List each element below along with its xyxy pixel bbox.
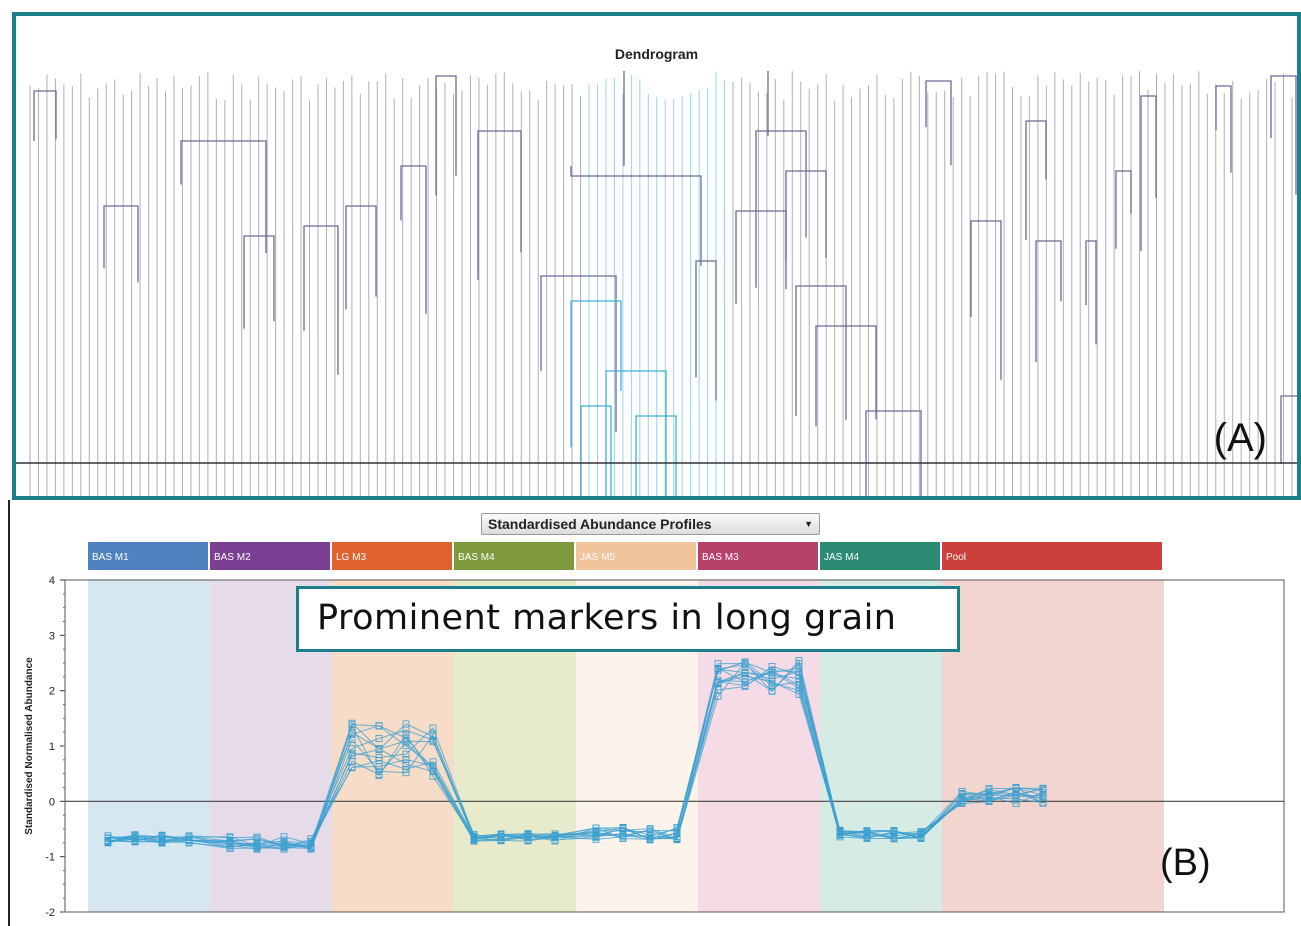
dendrogram-title: Dendrogram bbox=[16, 46, 1297, 62]
dendrogram-merge bbox=[636, 416, 676, 496]
dendrogram-merge bbox=[541, 276, 616, 432]
group-header-label: JAS M5 bbox=[580, 552, 615, 563]
group-band bbox=[88, 580, 210, 912]
dendrogram-merge bbox=[1036, 241, 1061, 362]
group-header bbox=[942, 542, 1162, 570]
y-tick-label: 0 bbox=[49, 796, 55, 808]
panel-label-b: (B) bbox=[1160, 842, 1211, 885]
dendrogram-panel: Dendrogram (A) bbox=[12, 12, 1301, 500]
dendrogram-merge bbox=[926, 81, 951, 165]
dendrogram-merge bbox=[401, 166, 426, 314]
group-header-label: LG M3 bbox=[336, 552, 366, 563]
dendrogram-merge bbox=[34, 91, 56, 141]
dendrogram-merge bbox=[1216, 86, 1231, 173]
group-band bbox=[942, 580, 1164, 912]
dendrogram-merge bbox=[1086, 241, 1096, 344]
dendrogram-merge bbox=[971, 221, 1001, 380]
dendrogram-merge bbox=[346, 206, 376, 309]
profile-type-dropdown[interactable]: Standardised Abundance Profiles ▼ bbox=[481, 513, 820, 535]
dendrogram-merge bbox=[104, 206, 138, 282]
y-tick-label: -1 bbox=[45, 852, 55, 864]
group-header-label: BAS M4 bbox=[458, 552, 495, 563]
dendrogram-root-merge bbox=[571, 166, 701, 266]
y-axis: -2 -1 0 1 2 3 4 Standardised Normalised Abundan… bbox=[24, 575, 65, 919]
group-header-label: BAS M2 bbox=[214, 552, 251, 563]
group-header-label: JAS M4 bbox=[824, 552, 859, 563]
dendrogram-merge bbox=[1116, 171, 1131, 249]
y-tick-label: 4 bbox=[49, 575, 55, 587]
panel-label-a: (A) bbox=[1214, 416, 1267, 461]
y-tick-label: 3 bbox=[49, 630, 55, 642]
dendrogram-merge bbox=[796, 286, 846, 420]
dendrogram-merge bbox=[478, 131, 521, 280]
y-tick-label: 1 bbox=[49, 741, 55, 753]
chevron-down-icon: ▼ bbox=[804, 514, 813, 534]
y-tick-label: -2 bbox=[45, 907, 55, 919]
callout-box: Prominent markers in long grain bbox=[296, 586, 960, 652]
dendrogram-merge bbox=[736, 211, 786, 304]
dendrogram-leaves bbox=[30, 71, 1292, 496]
y-tick-label: 2 bbox=[49, 686, 55, 698]
y-axis-label: Standardised Normalised Abundance bbox=[24, 657, 35, 835]
group-header-label: BAS M3 bbox=[702, 552, 739, 563]
dendrogram-svg bbox=[16, 16, 1297, 496]
dendrogram-merge bbox=[756, 131, 806, 288]
dropdown-selected-value: Standardised Abundance Profiles bbox=[488, 516, 712, 532]
group-header-label: Pool bbox=[946, 552, 966, 563]
group-header-label: BAS M1 bbox=[92, 552, 129, 563]
dendrogram-merge bbox=[571, 301, 621, 447]
